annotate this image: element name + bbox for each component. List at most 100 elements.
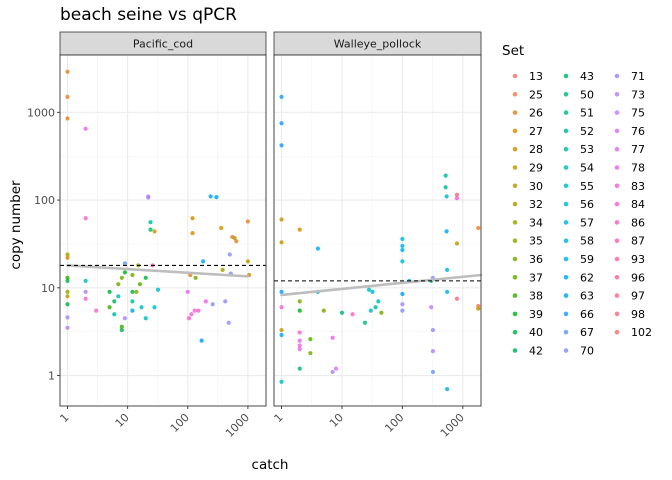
data-point — [443, 173, 448, 178]
data-point — [227, 252, 232, 257]
x-tick-label: 100 — [382, 411, 406, 435]
legend-key — [563, 165, 569, 170]
legend-item: 67 — [563, 326, 594, 339]
legend-label: 27 — [529, 125, 543, 138]
data-point — [65, 278, 70, 283]
data-point — [116, 294, 121, 299]
data-point — [65, 289, 70, 294]
legend-item: 29 — [512, 162, 543, 175]
data-point — [190, 216, 195, 221]
data-point — [201, 259, 206, 264]
legend-label: 25 — [529, 88, 543, 101]
legend-key — [563, 275, 569, 280]
data-point — [279, 379, 284, 384]
legend-label: 67 — [580, 326, 594, 339]
data-point — [208, 194, 213, 199]
legend-key — [614, 73, 620, 79]
data-point — [119, 324, 124, 329]
legend-label: 26 — [529, 107, 543, 120]
legend-label: 59 — [580, 253, 594, 266]
legend-label: 84 — [631, 198, 645, 211]
data-point — [143, 275, 148, 280]
data-point — [330, 335, 335, 340]
data-point — [454, 192, 460, 197]
legend-item: 76 — [614, 125, 645, 138]
data-point — [65, 315, 70, 320]
legend-key — [563, 238, 569, 243]
data-point — [122, 261, 127, 266]
data-point — [94, 308, 99, 313]
data-point — [148, 227, 153, 232]
legend-label: 36 — [529, 253, 543, 266]
legend-item: 32 — [512, 198, 543, 211]
legend-key — [563, 183, 569, 189]
legend-key — [614, 201, 620, 207]
legend-item: 93 — [614, 253, 645, 266]
data-point — [152, 305, 157, 310]
data-point — [65, 302, 70, 307]
legend-item: 71 — [614, 70, 645, 83]
data-point — [334, 366, 339, 371]
legend-item: 42 — [512, 345, 543, 358]
data-point — [400, 259, 405, 264]
legend-key — [614, 92, 620, 97]
legend-item: 77 — [614, 143, 645, 156]
legend-label: 97 — [631, 290, 645, 303]
data-point — [83, 278, 88, 283]
legend-item: 62 — [563, 271, 594, 284]
facet-strip-label: Walleye_pollock — [334, 38, 422, 51]
data-point — [232, 235, 237, 241]
legend-label: 29 — [529, 162, 543, 175]
legend-item: 84 — [614, 198, 645, 211]
legend-item: 58 — [563, 235, 594, 248]
data-point — [65, 94, 70, 99]
data-point — [279, 121, 284, 126]
legend-label: 102 — [631, 326, 652, 339]
data-point — [445, 289, 450, 294]
legend-item: 97 — [614, 290, 645, 303]
legend-key — [614, 275, 620, 280]
data-point — [279, 327, 284, 333]
legend-label: 77 — [631, 143, 645, 156]
legend-key — [512, 110, 518, 115]
data-point — [119, 327, 124, 333]
data-point — [214, 195, 219, 200]
data-point — [279, 305, 284, 310]
legend-key — [614, 110, 620, 115]
data-point — [279, 332, 284, 338]
legend-item: 53 — [563, 143, 594, 156]
panel-background — [274, 55, 481, 406]
data-point — [400, 302, 405, 307]
data-point — [189, 312, 194, 317]
data-point — [308, 337, 313, 342]
legend-item: 73 — [614, 88, 645, 101]
legend-key — [563, 293, 569, 298]
data-point — [234, 239, 239, 244]
legend-key — [512, 238, 518, 243]
legend-key — [563, 311, 569, 317]
data-point — [196, 308, 201, 313]
data-point — [297, 347, 302, 352]
legend-item: 38 — [512, 290, 543, 303]
data-point — [245, 219, 250, 224]
x-tick-label: 10 — [327, 411, 346, 430]
legend-label: 83 — [631, 180, 645, 193]
legend-key — [512, 128, 518, 134]
data-point — [350, 312, 355, 317]
legend-key — [614, 146, 620, 152]
data-point — [373, 305, 378, 310]
data-point — [65, 69, 70, 74]
legend-item: 54 — [563, 162, 594, 175]
data-point — [454, 296, 460, 301]
panel-pacific-cod: Pacific_cod 1 10 100 1000 1 10 100 1000 — [27, 31, 267, 440]
legend-key — [512, 329, 518, 335]
legend-label: 40 — [529, 326, 543, 339]
panel-border — [273, 54, 482, 407]
legend-item: 43 — [563, 70, 594, 83]
legend-key — [512, 165, 518, 170]
data-point — [220, 267, 225, 273]
legend-label: 13 — [529, 70, 543, 83]
panel-walleye-pollock: Walleye_pollock 1 10 100 1000 — [272, 31, 483, 440]
